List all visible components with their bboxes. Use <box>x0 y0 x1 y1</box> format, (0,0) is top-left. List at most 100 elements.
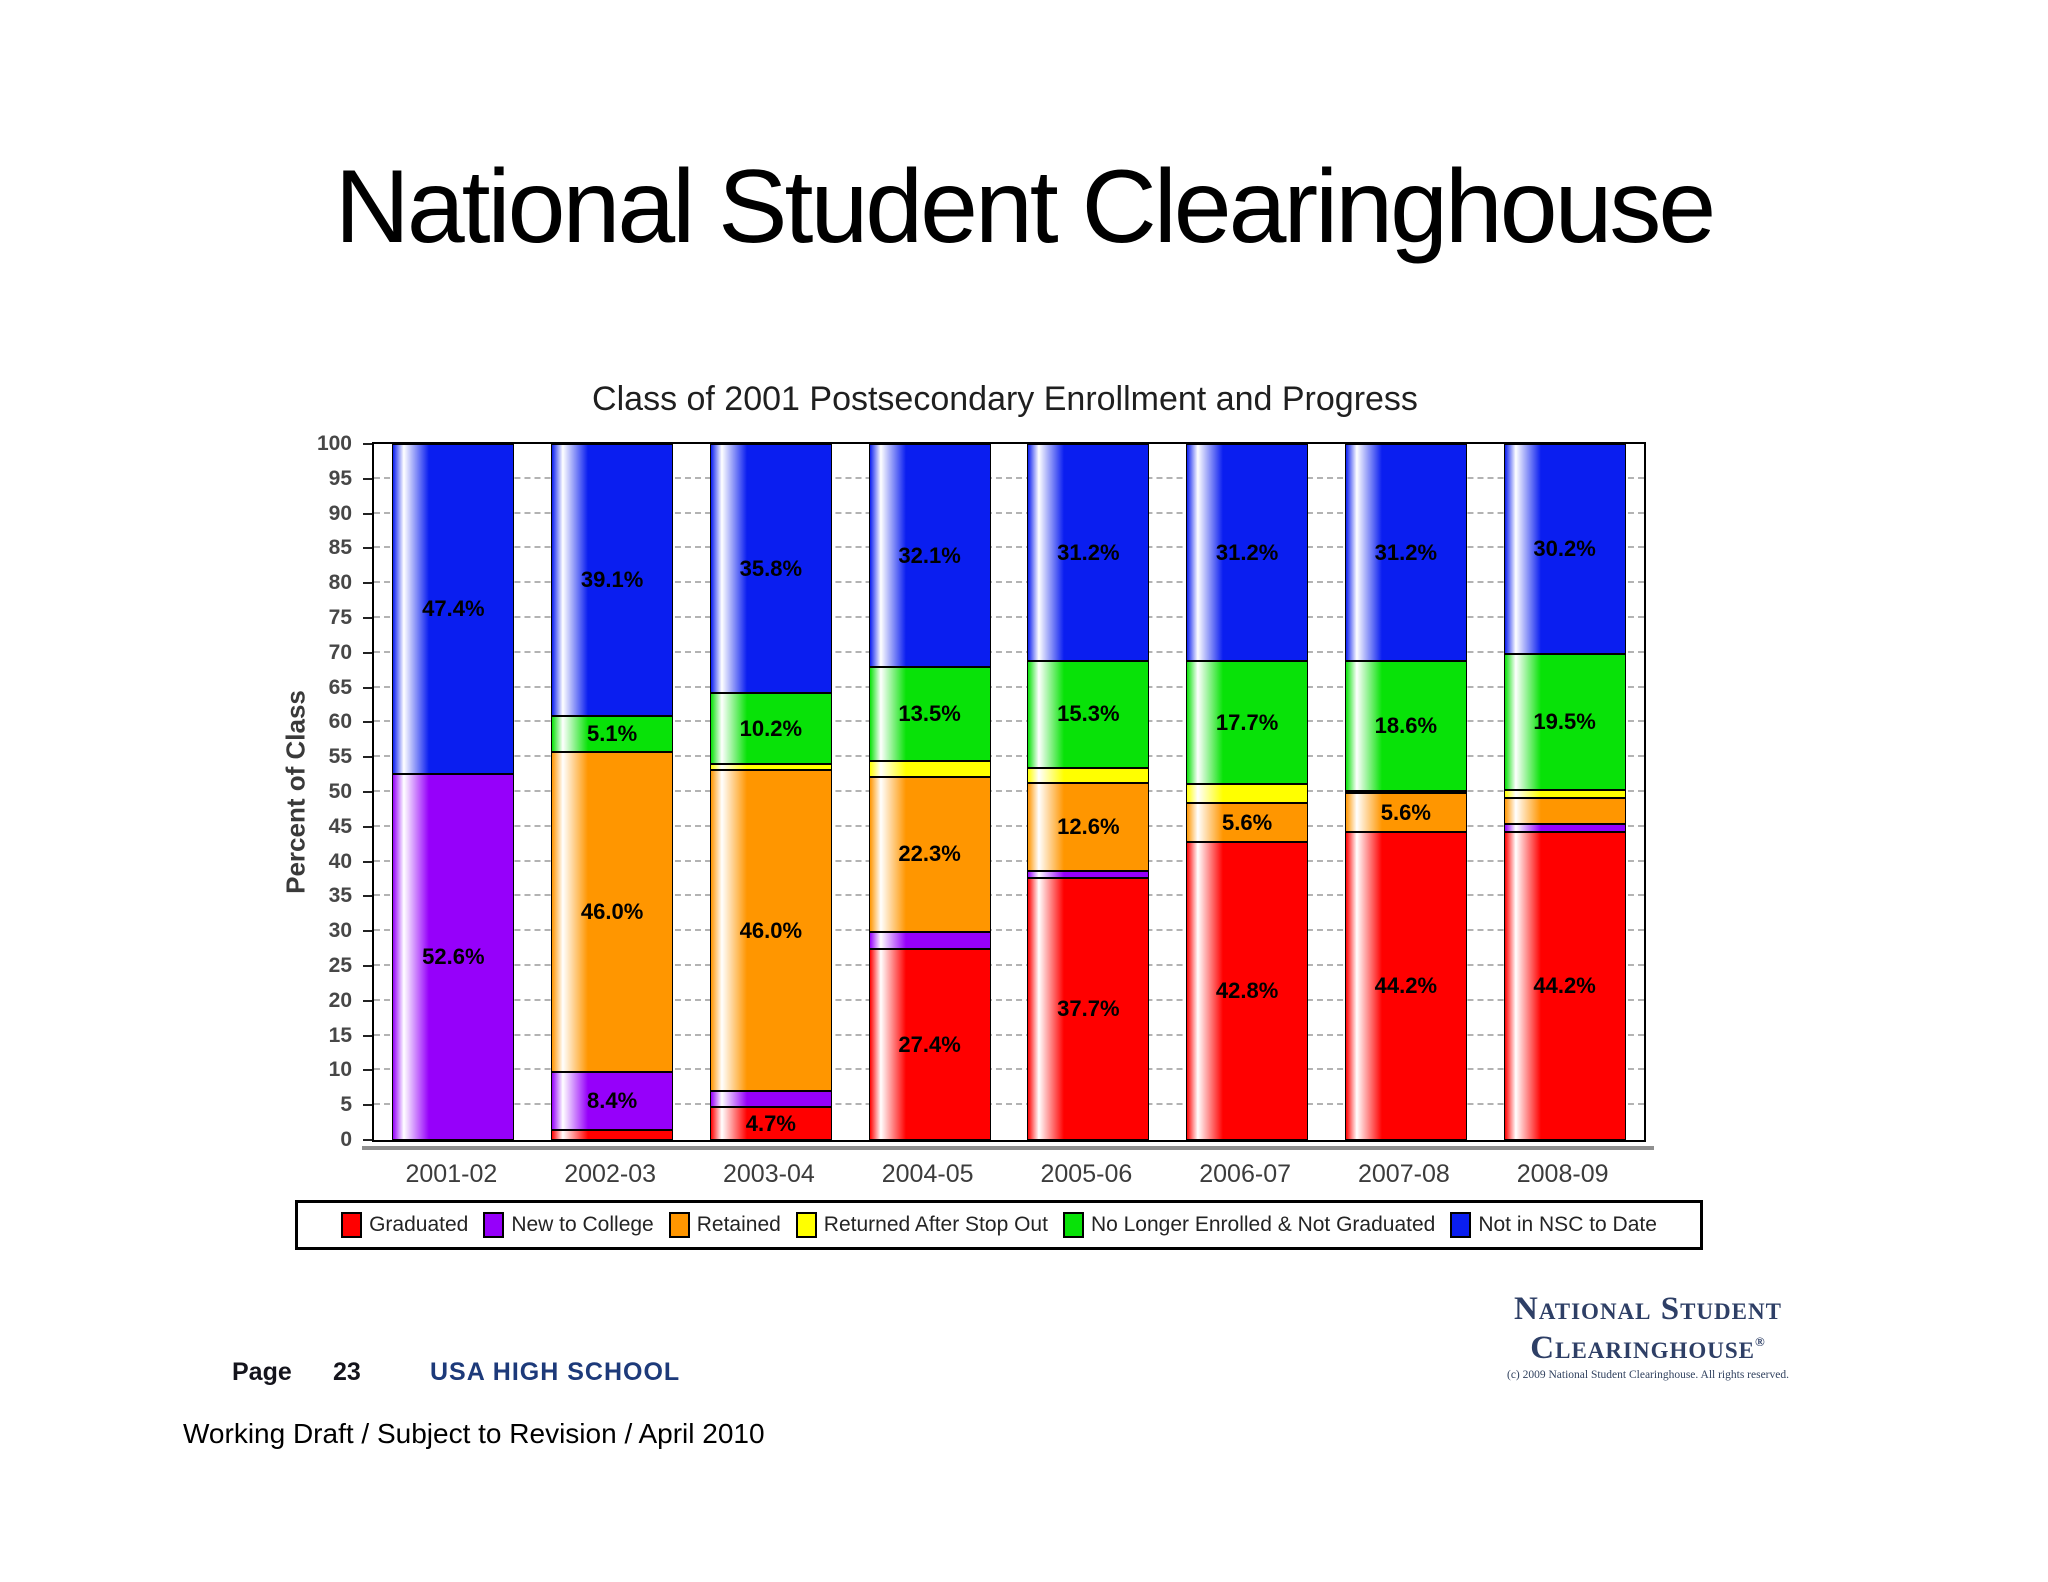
y-tick-label: 40 <box>328 849 352 873</box>
bar-segment-no-longer-enrolled-not-graduated: 10.2% <box>709 693 832 765</box>
y-tick-mark <box>363 999 372 1002</box>
y-tick-mark <box>363 860 372 863</box>
legend-item: No Longer Enrolled & Not Graduated <box>1062 1212 1436 1238</box>
bar-value-label: 31.2% <box>1374 539 1438 565</box>
bar-segment-no-longer-enrolled-not-graduated: 5.1% <box>551 716 674 752</box>
y-tick-label: 100 <box>316 432 352 455</box>
bar-segment-graduated: 27.4% <box>868 949 991 1140</box>
bar-value-label: 52.6% <box>422 943 485 969</box>
bar-2006-07: 42.8% 5.6% 17.7% 31.2% <box>1186 444 1309 1140</box>
legend-swatch <box>1062 1212 1084 1238</box>
y-tick-label: 35 <box>328 884 352 908</box>
bar-value-label: 27.4% <box>898 1031 961 1057</box>
bar-value-label: 39.1% <box>580 567 644 593</box>
gridline <box>374 998 1644 1001</box>
bar-value-label: 18.6% <box>1374 712 1438 738</box>
gridline <box>374 1068 1644 1071</box>
gridline <box>374 1033 1644 1036</box>
bar-segment-retained: 46.0% <box>551 751 674 1072</box>
bar-segment-not-in-nsc-to-date: 39.1% <box>551 444 674 717</box>
y-tick-label: 5 <box>340 1093 352 1117</box>
bar-segment-retained: 5.6% <box>1344 793 1467 833</box>
y-tick-label: 85 <box>328 536 352 560</box>
legend-swatch <box>1450 1212 1472 1238</box>
bar-segment-no-longer-enrolled-not-graduated: 13.5% <box>868 667 991 762</box>
bar-value-label: 8.4% <box>587 1088 638 1114</box>
legend-item: New to College <box>483 1212 654 1238</box>
bar-value-label: 47.4% <box>422 595 485 621</box>
legend-item: Returned After Stop Out <box>795 1212 1048 1238</box>
bar-value-label: 46.0% <box>580 898 644 924</box>
bar-segment-retained: 46.0% <box>709 770 832 1091</box>
y-tick-label: 30 <box>328 919 352 943</box>
y-tick-mark <box>363 825 372 828</box>
bar-segment-returned-after-stop-out <box>1503 789 1626 799</box>
bar-segment-new-to-college <box>1503 824 1626 833</box>
bar-segment-no-longer-enrolled-not-graduated: 19.5% <box>1503 654 1626 790</box>
legend-swatch <box>795 1212 817 1238</box>
bar-segment-retained <box>1503 798 1626 825</box>
nsc-logo-line2: Clearinghouse® <box>1530 1330 1766 1366</box>
y-tick-mark <box>363 617 372 619</box>
x-axis-label: 2004-05 <box>881 1160 974 1188</box>
legend-swatch <box>668 1212 690 1238</box>
x-axis-label: 2003-04 <box>723 1160 815 1188</box>
y-tick-mark <box>363 791 372 793</box>
gridline <box>374 581 1644 584</box>
bar-segment-graduated: 42.8% <box>1186 842 1309 1140</box>
footer-page-number: 23 <box>333 1358 361 1386</box>
legend-swatch <box>341 1212 363 1238</box>
gridline <box>374 1103 1644 1106</box>
legend-label: New to College <box>511 1213 654 1236</box>
bar-segment-new-to-college <box>709 1090 832 1108</box>
y-tick-mark <box>363 686 372 689</box>
y-tick-label: 90 <box>328 501 352 525</box>
y-tick-label: 25 <box>328 954 352 977</box>
gridline <box>374 964 1644 966</box>
bar-segment-returned-after-stop-out <box>1027 767 1150 783</box>
bar-segment-no-longer-enrolled-not-graduated: 15.3% <box>1027 661 1150 768</box>
y-tick-mark <box>363 756 372 759</box>
bar-segment-not-in-nsc-to-date: 31.2% <box>1344 444 1467 662</box>
y-tick-mark <box>363 895 372 898</box>
bar-segment-not-in-nsc-to-date: 31.2% <box>1027 444 1150 662</box>
bar-segment-no-longer-enrolled-not-graduated: 17.7% <box>1186 661 1309 785</box>
x-axis-line <box>362 1146 1654 1150</box>
y-tick-mark <box>363 547 372 550</box>
bar-value-label: 12.6% <box>1057 813 1120 839</box>
bar-value-label: 19.5% <box>1533 709 1596 735</box>
bar-segment-not-in-nsc-to-date: 32.1% <box>868 444 991 668</box>
y-tick-label: 15 <box>328 1023 352 1047</box>
bar-segment-returned-after-stop-out <box>868 761 991 777</box>
bar-segment-new-to-college <box>868 931 991 950</box>
bar-segment-graduated: 37.7% <box>1027 877 1150 1140</box>
x-axis-label: 2006-07 <box>1199 1160 1291 1188</box>
nsc-logo-copyright: (c) 2009 National Student Clearinghouse.… <box>1506 1369 1789 1381</box>
bar-segment-returned-after-stop-out <box>1344 790 1467 794</box>
y-tick-label: 45 <box>328 814 352 838</box>
bar-segment-graduated: 4.7% <box>709 1107 832 1140</box>
bar-value-label: 5.6% <box>1380 799 1431 825</box>
bar-2008-09: 44.2% 19.5% 30.2% <box>1503 444 1626 1140</box>
y-tick-mark <box>363 721 372 724</box>
bar-segment-new-to-college <box>1027 870 1150 878</box>
x-axis-label: 2002-03 <box>564 1160 656 1188</box>
legend-item: Graduated <box>341 1212 468 1238</box>
y-tick-label: 60 <box>328 710 352 734</box>
gridline <box>374 546 1644 549</box>
y-tick-mark <box>363 1139 372 1141</box>
chart-title: Class of 2001 Postsecondary Enrollment a… <box>592 380 1418 418</box>
legend-label: No Longer Enrolled & Not Graduated <box>1090 1213 1436 1236</box>
bar-value-label: 37.7% <box>1057 995 1120 1021</box>
bar-value-label: 30.2% <box>1533 536 1596 562</box>
legend-item: Not in NSC to Date <box>1450 1212 1657 1238</box>
legend-label: Graduated <box>369 1213 469 1236</box>
legend-swatch <box>483 1212 505 1238</box>
gridline <box>374 824 1644 827</box>
bar-segment-not-in-nsc-to-date: 31.2% <box>1186 444 1309 662</box>
legend-label: Retained <box>696 1213 781 1236</box>
bar-value-label: 32.1% <box>898 542 961 568</box>
bar-segment-no-longer-enrolled-not-graduated: 18.6% <box>1344 661 1467 791</box>
gridline <box>374 755 1644 758</box>
bar-value-label: 31.2% <box>1215 539 1279 565</box>
